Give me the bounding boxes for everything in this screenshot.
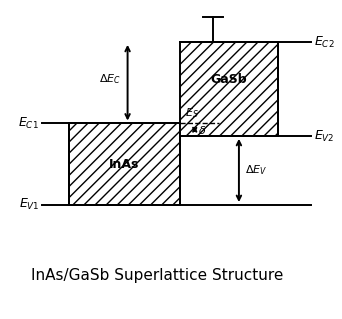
Text: $\Delta E_V$: $\Delta E_V$ [246, 164, 268, 177]
Text: $\Delta E_C$: $\Delta E_C$ [99, 73, 121, 86]
Text: $E_{V1}$: $E_{V1}$ [18, 197, 39, 212]
Text: InAs/GaSb Superlattice Structure: InAs/GaSb Superlattice Structure [31, 268, 283, 283]
Bar [69, 123, 180, 205]
Text: $E_S$: $E_S$ [185, 106, 199, 120]
Text: $\delta$: $\delta$ [198, 124, 206, 136]
Text: $E_{V2}$: $E_{V2}$ [314, 129, 335, 144]
Text: InAs: InAs [109, 158, 140, 171]
Bar [180, 42, 278, 136]
Text: GaSb: GaSb [211, 73, 247, 86]
Text: $E_{C2}$: $E_{C2}$ [314, 34, 335, 49]
Text: $E_{C1}$: $E_{C1}$ [18, 116, 39, 131]
